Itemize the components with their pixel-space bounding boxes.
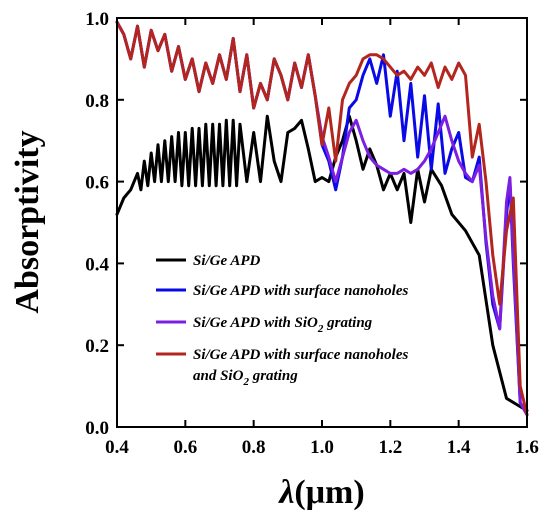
x-tick-label: 0.8 <box>242 437 266 458</box>
x-tick-label: 1.6 <box>515 437 539 458</box>
y-tick-label: 0.4 <box>85 254 109 275</box>
legend-entry: Si/Ge APD with surface nanoholes <box>156 283 408 299</box>
x-axis-label: λ(μm) <box>277 474 364 511</box>
x-tick-label: 0.6 <box>173 437 197 458</box>
x-tick-label: 1.4 <box>447 437 471 458</box>
y-tick-label: 0.6 <box>85 173 109 194</box>
legend: Si/Ge APD Si/Ge APD with surface nanohol… <box>156 253 408 388</box>
y-tick-label: 0.0 <box>85 418 109 439</box>
axis-tick-labels: 0.4 0.6 0.8 1.0 1.2 1.4 1.6 0.0 0.2 0.4 0.6 0.8 1.0 <box>85 9 539 458</box>
y-tick-label: 0.8 <box>85 91 109 112</box>
x-tick-label: 1.2 <box>378 437 402 458</box>
axis-ticks <box>116 17 528 428</box>
legend-entry: Si/Ge APD <box>156 253 261 269</box>
x-tick-label: 1.0 <box>310 437 334 458</box>
y-tick-label: 1.0 <box>85 9 109 30</box>
legend-label: Si/Ge APD with surface nanoholes <box>193 283 408 299</box>
series-line-0 <box>115 114 529 413</box>
y-tick-label: 0.2 <box>85 336 109 357</box>
svg-text:λ(μm): λ(μm) <box>277 474 364 511</box>
legend-entry: Si/Ge APD with SiO2 grating <box>156 315 373 335</box>
plot-lines <box>115 20 529 417</box>
legend-label: Si/Ge APD <box>193 253 261 269</box>
x-tick-label: 0.4 <box>105 437 129 458</box>
legend-label-line2: and SiO2 grating <box>193 368 298 388</box>
x-axis-label-unit: (μm) <box>294 474 364 511</box>
x-axis-label-symbol: λ <box>277 474 294 511</box>
legend-label: Si/Ge APD with surface nanoholes <box>193 347 408 363</box>
series-line-3 <box>115 20 529 417</box>
y-axis-label: Absorptivity <box>9 130 46 313</box>
legend-label: Si/Ge APD with SiO2 grating <box>193 315 373 335</box>
legend-entry: Si/Ge APD with surface nanoholes and SiO… <box>156 347 408 388</box>
